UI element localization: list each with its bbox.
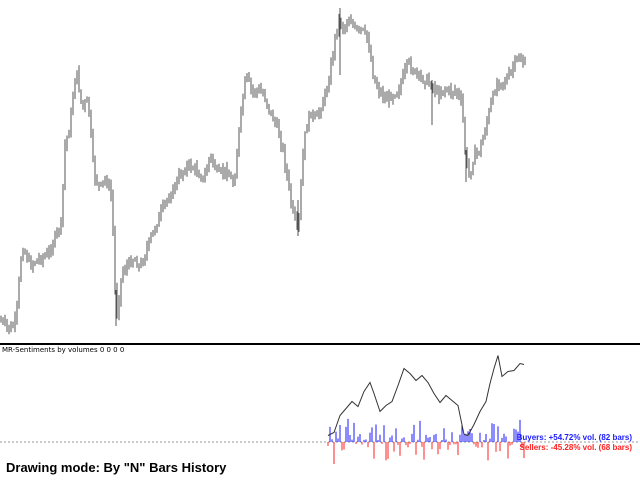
price-chart[interactable] — [0, 0, 640, 343]
indicator-subwindow[interactable] — [0, 345, 640, 480]
volume-histogram — [327, 418, 525, 465]
drawing-mode-caption: Drawing mode: By "N" Bars History — [6, 460, 227, 475]
indicator-title: MR-Sentiments by volumes 0 0 0 0 — [2, 346, 125, 354]
price-bars — [0, 8, 526, 335]
subwindow-separator[interactable] — [0, 343, 640, 345]
buyers-volume-label: Buyers: +54.72% vol. (82 bars) — [516, 433, 632, 442]
sellers-volume-label: Sellers: -45.28% vol. (68 bars) — [519, 443, 633, 452]
sentiment-line — [327, 355, 525, 437]
